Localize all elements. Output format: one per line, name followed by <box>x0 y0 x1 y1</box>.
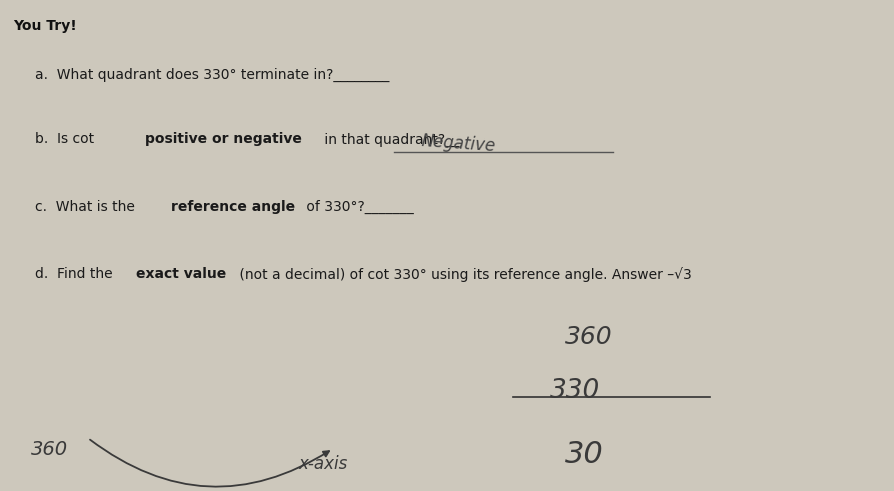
Text: reference angle: reference angle <box>171 200 295 214</box>
Text: of 330°?_______: of 330°?_______ <box>302 200 414 214</box>
Text: x-axis: x-axis <box>298 455 347 473</box>
Text: b.  Is cot: b. Is cot <box>35 133 98 146</box>
Text: 360: 360 <box>30 440 68 460</box>
Text: in that quadrant?__: in that quadrant?__ <box>320 133 460 146</box>
Text: d.  Find the: d. Find the <box>35 267 117 281</box>
Text: a.  What quadrant does 330° terminate in?________: a. What quadrant does 330° terminate in?… <box>35 67 390 82</box>
Text: (not a decimal) of cot 330° using its reference angle. Answer –√3: (not a decimal) of cot 330° using its re… <box>235 267 692 282</box>
Text: Negative: Negative <box>421 133 496 156</box>
Text: exact value: exact value <box>136 267 226 281</box>
Text: 360: 360 <box>565 325 613 349</box>
Text: You Try!: You Try! <box>13 19 77 33</box>
Text: 30: 30 <box>565 440 604 469</box>
Text: 330: 330 <box>550 378 600 404</box>
Text: c.  What is the: c. What is the <box>35 200 139 214</box>
Text: positive or negative: positive or negative <box>145 133 301 146</box>
